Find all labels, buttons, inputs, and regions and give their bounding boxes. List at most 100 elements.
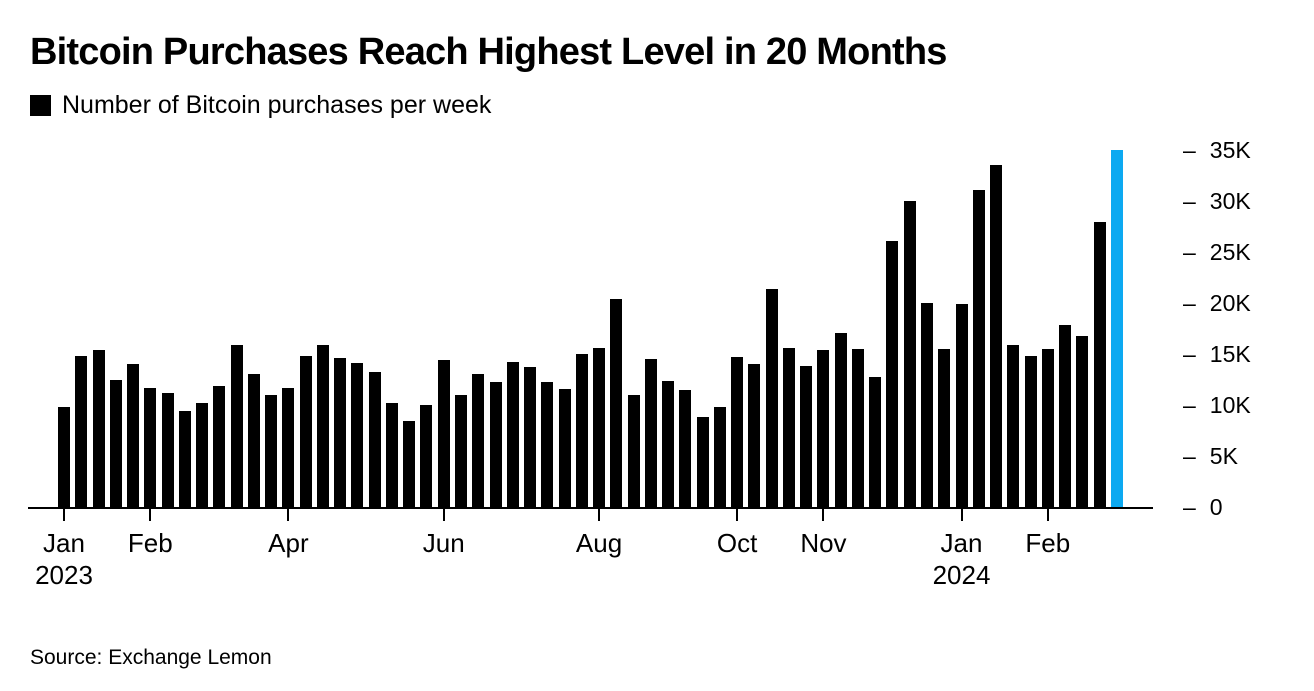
- y-tick-label: –30K: [1183, 190, 1251, 213]
- bar: [368, 372, 381, 507]
- y-tick-dash: –: [1183, 188, 1196, 215]
- bar: [213, 385, 226, 507]
- y-tick-dash: –: [1183, 137, 1196, 164]
- bar: [75, 356, 88, 507]
- x-tick-year-label: 2024: [932, 560, 991, 590]
- x-tick-label: Aug: [575, 528, 623, 558]
- bar: [316, 344, 329, 507]
- x-tick-mark: [598, 509, 601, 521]
- x-tick-mark: [822, 509, 825, 521]
- bar: [903, 201, 916, 507]
- bar: [351, 363, 364, 507]
- bar: [1024, 356, 1037, 507]
- y-tick-label: –5K: [1183, 445, 1238, 468]
- bar: [955, 304, 968, 507]
- x-tick-label: Nov: [800, 528, 847, 558]
- bar: [627, 394, 640, 507]
- chart-plot-area: [28, 150, 1153, 509]
- x-tick-mark: [287, 509, 290, 521]
- bar: [765, 288, 778, 507]
- bar: [247, 374, 260, 507]
- bar: [713, 407, 726, 507]
- bar: [385, 402, 398, 507]
- y-tick-label: –15K: [1183, 343, 1251, 366]
- y-tick-label: –0: [1183, 496, 1223, 519]
- bar: [696, 417, 709, 507]
- bar: [506, 362, 519, 507]
- x-tick-mark: [442, 509, 445, 521]
- bar: [92, 349, 105, 507]
- bar: [851, 348, 864, 507]
- y-tick-dash: –: [1183, 494, 1196, 521]
- legend: Number of Bitcoin purchases per week: [30, 93, 491, 118]
- bar: [921, 303, 933, 507]
- bar: [558, 388, 571, 507]
- y-tick-value: 35K: [1209, 137, 1251, 164]
- y-tick-label: –10K: [1183, 394, 1251, 417]
- bar: [1093, 222, 1106, 507]
- bar: [990, 165, 1003, 507]
- y-tick-value: 20K: [1209, 290, 1251, 317]
- bar: [403, 421, 416, 507]
- bar: [869, 377, 882, 507]
- x-axis-line: [28, 507, 1153, 509]
- bar: [109, 379, 122, 507]
- bar: [282, 387, 295, 507]
- bar: [782, 347, 795, 507]
- x-tick-label: Jun: [422, 528, 465, 558]
- legend-swatch-icon: [30, 95, 51, 116]
- bar: [541, 381, 554, 507]
- chart-title: Bitcoin Purchases Reach Highest Level in…: [30, 31, 947, 73]
- legend-label: Number of Bitcoin purchases per week: [62, 91, 492, 119]
- y-tick-value: 15K: [1209, 341, 1251, 368]
- bar: [1007, 344, 1020, 507]
- bar: [748, 364, 761, 507]
- bar: [127, 364, 140, 507]
- x-tick-mark: [1046, 509, 1049, 521]
- x-tick-mark: [149, 509, 152, 521]
- y-tick-label: –25K: [1183, 241, 1251, 264]
- y-tick-dash: –: [1183, 392, 1196, 419]
- bar: [1076, 335, 1089, 507]
- x-tick-label: Feb: [1025, 528, 1071, 558]
- bar: [524, 367, 537, 507]
- bar: [731, 357, 744, 507]
- x-tick-label: Oct: [716, 528, 758, 558]
- bar: [178, 411, 191, 507]
- bar: [196, 402, 209, 507]
- bar: [420, 405, 433, 507]
- y-tick-value: 10K: [1209, 392, 1251, 419]
- bar: [886, 240, 899, 507]
- bar: [938, 348, 951, 507]
- bar: [800, 366, 813, 507]
- bar: [817, 349, 830, 507]
- bar: [679, 389, 692, 507]
- highlighted-bar: [1110, 150, 1123, 507]
- bar: [299, 356, 312, 507]
- bar: [610, 298, 623, 507]
- y-tick-dash: –: [1183, 341, 1196, 368]
- y-tick-value: 25K: [1209, 239, 1251, 266]
- source-note: Source: Exchange Lemon: [30, 646, 272, 669]
- bar: [265, 394, 278, 507]
- bar: [575, 354, 588, 507]
- y-tick-dash: –: [1183, 290, 1196, 317]
- bar: [972, 189, 985, 507]
- y-tick-value: 5K: [1209, 443, 1238, 470]
- y-tick-value: 30K: [1209, 188, 1251, 215]
- x-tick-label: Jan 2023: [35, 528, 93, 590]
- bar: [834, 332, 847, 507]
- x-tick-label: Apr: [268, 528, 309, 558]
- bar: [437, 360, 450, 507]
- y-tick-label: –35K: [1183, 139, 1251, 162]
- x-tick-label: Jan 2024: [932, 528, 991, 590]
- x-tick-mark: [63, 509, 65, 521]
- bar: [144, 387, 157, 507]
- x-tick-mark: [960, 509, 963, 521]
- bar: [593, 347, 606, 507]
- bar: [472, 374, 485, 507]
- bar: [161, 392, 174, 507]
- bar: [1041, 348, 1054, 507]
- bar: [58, 407, 70, 507]
